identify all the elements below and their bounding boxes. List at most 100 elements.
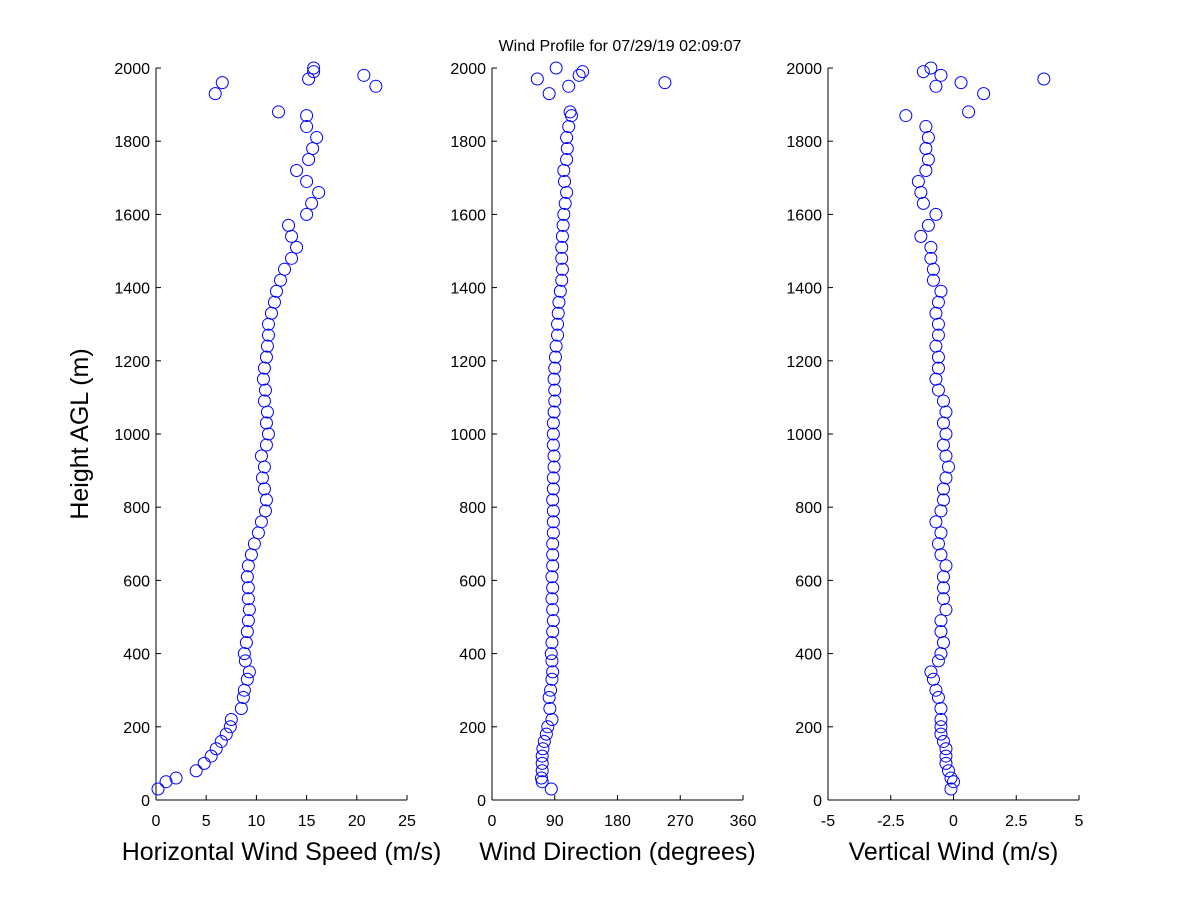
point (546, 614, 560, 628)
point (545, 636, 559, 650)
point (924, 665, 938, 679)
y-tick-label: 1400 (450, 281, 486, 298)
point (931, 295, 945, 309)
point (954, 76, 968, 90)
point (189, 764, 203, 778)
point (547, 405, 561, 419)
point (278, 262, 292, 276)
point (546, 581, 560, 595)
point (223, 720, 237, 734)
point (926, 672, 940, 686)
point (302, 153, 316, 166)
point (260, 405, 274, 419)
point (939, 427, 953, 441)
point (273, 273, 287, 287)
y-tick-label: 1800 (114, 134, 150, 151)
point (929, 306, 943, 320)
y-tick-label: 0 (477, 793, 486, 810)
point (929, 372, 943, 386)
x-tick-label: 0 (949, 813, 958, 830)
y-tick-label: 2000 (114, 61, 150, 78)
point (544, 683, 558, 697)
x-tick-label: 360 (730, 813, 757, 830)
point (546, 438, 560, 452)
x-tick-label: 180 (604, 813, 631, 830)
x-tick-label: 0 (152, 813, 161, 830)
point (929, 79, 943, 93)
point (936, 581, 950, 595)
point (939, 603, 953, 617)
point (285, 229, 299, 243)
point (300, 207, 314, 221)
point (919, 120, 933, 134)
point (285, 251, 299, 265)
point (258, 383, 272, 397)
y-tick-label: 1200 (114, 354, 150, 371)
point (934, 727, 948, 741)
point (548, 361, 562, 375)
point (257, 361, 271, 375)
point (934, 504, 948, 518)
x-tick-label: 25 (398, 813, 416, 830)
point (261, 317, 275, 331)
point (271, 105, 285, 119)
point (551, 328, 565, 342)
y-tick-label: 0 (141, 793, 150, 810)
point (209, 742, 223, 756)
point (560, 185, 574, 199)
point (258, 504, 272, 518)
point (215, 76, 229, 90)
point (576, 65, 590, 79)
y-tick-label: 600 (123, 573, 150, 590)
point (934, 548, 948, 562)
point (929, 683, 943, 697)
point (224, 712, 238, 726)
point (208, 87, 222, 101)
x-tick-label: 2.5 (1005, 813, 1027, 830)
point (977, 87, 991, 101)
point (240, 625, 254, 639)
y-tick-label: 1800 (786, 134, 822, 151)
point (555, 229, 569, 243)
x-tick-label: -5 (821, 813, 835, 830)
point (546, 603, 560, 617)
point (934, 614, 948, 628)
point (934, 284, 948, 298)
point (305, 196, 319, 210)
point (555, 262, 569, 276)
point (256, 372, 270, 386)
point (557, 163, 571, 177)
point (544, 782, 558, 796)
point (257, 460, 271, 474)
point (947, 775, 960, 789)
y-tick-label: 0 (813, 793, 822, 810)
point (546, 559, 560, 573)
x-tick-label: 5 (202, 813, 211, 830)
point (921, 218, 935, 232)
point (247, 537, 261, 551)
point (929, 515, 943, 529)
point (300, 109, 314, 123)
point (926, 273, 940, 287)
x-tick-label: 5 (1075, 813, 1084, 830)
point (551, 317, 565, 331)
point (546, 482, 560, 496)
figure-title: Wind Profile for 07/29/19 02:09:07 (499, 38, 742, 55)
point (936, 636, 950, 650)
point (931, 361, 945, 375)
y-tick-label: 1400 (114, 281, 150, 298)
point (238, 654, 252, 668)
point (535, 749, 549, 763)
point (936, 394, 950, 408)
point (555, 273, 569, 287)
point (934, 720, 948, 734)
point (936, 438, 950, 452)
point (259, 416, 273, 430)
y-tick-label: 800 (459, 500, 486, 517)
point (241, 592, 255, 606)
point (919, 163, 933, 177)
point (241, 581, 255, 595)
point (939, 449, 953, 463)
point (939, 559, 953, 573)
point (939, 405, 953, 419)
